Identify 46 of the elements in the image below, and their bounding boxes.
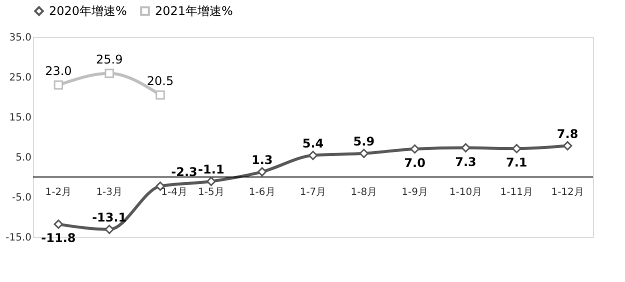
x-tick-label: 1-6月 [248, 187, 276, 198]
point [410, 144, 420, 154]
point [512, 144, 522, 154]
point [156, 90, 165, 100]
x-tick-label: 1-8月 [350, 187, 378, 198]
x-tick-label: 1-11月 [500, 187, 533, 198]
x-tick-label: 1-9月 [402, 187, 428, 198]
point [461, 143, 470, 152]
data-label: -1.1 [198, 162, 224, 176]
data-label: 7.3 [455, 154, 476, 169]
data-label: 23.0 [45, 64, 72, 78]
y-tick-label: -15.0 [6, 232, 32, 244]
point [257, 167, 267, 176]
point [54, 80, 64, 90]
point [104, 224, 114, 234]
x-tick-label: 1-12月 [551, 187, 584, 198]
data-label: 5.9 [353, 134, 375, 148]
x-tick-label: 1-3月 [96, 187, 123, 198]
data-label: 20.5 [146, 74, 174, 88]
data-label: 5.4 [302, 136, 324, 150]
data-label: 7.8 [556, 126, 578, 141]
data-label: 1.3 [251, 152, 273, 167]
point [54, 220, 64, 229]
point [104, 68, 114, 78]
data-label: 25.9 [96, 52, 123, 66]
point [308, 150, 318, 160]
point [562, 141, 572, 150]
point [359, 148, 369, 158]
data-label: -13.1 [92, 210, 127, 224]
y-tick-label: 25.0 [9, 72, 32, 84]
legend-label: 2020年增速% [49, 4, 127, 18]
x-tick-label: 1-5月 [198, 187, 224, 198]
y-tick-label: 15.0 [9, 112, 32, 124]
x-tick-label: 1-10月 [449, 187, 482, 198]
x-tick-label: 1-2月 [45, 187, 72, 198]
y-tick-label: -5.0 [12, 192, 32, 204]
y-tick-label: 5.0 [16, 152, 32, 164]
x-tick-label: 1-7月 [300, 187, 326, 198]
y-tick-label: 35.0 [9, 32, 32, 44]
point [206, 176, 216, 186]
data-label: -2.3 [171, 165, 198, 180]
legend-label: 2021年增速% [155, 4, 233, 18]
data-label: -11.8 [41, 231, 76, 246]
x-tick-label: 1-4月 [161, 187, 188, 198]
data-label: 7.0 [404, 156, 426, 170]
data-label: 7.1 [506, 156, 528, 170]
